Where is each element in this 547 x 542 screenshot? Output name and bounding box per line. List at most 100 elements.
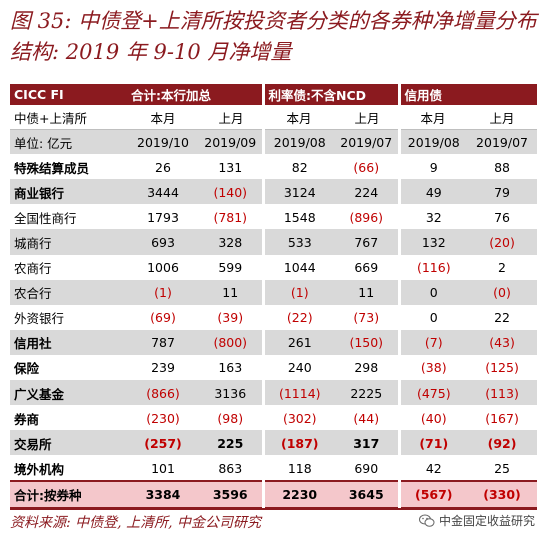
table-cell: (73) bbox=[335, 305, 400, 331]
table-cell: 3384 bbox=[127, 480, 199, 509]
table-cell: 224 bbox=[335, 179, 400, 206]
table-row: 商业银行 3444 (140) 3124 224 49 79 bbox=[10, 179, 538, 206]
table-cell: (0) bbox=[467, 280, 538, 306]
row-label: 券商 bbox=[10, 405, 127, 432]
row-label: 商业银行 bbox=[10, 179, 127, 206]
date-col: 2019/08 bbox=[261, 129, 335, 156]
table-row: 信用社 787 (800) 261 (150) (7) (43) bbox=[10, 330, 538, 356]
table-row: 特殊结算成员 26 131 82 (66) 9 88 bbox=[10, 154, 538, 181]
row-label: 外资银行 bbox=[10, 305, 127, 331]
row-label: 农商行 bbox=[10, 255, 127, 281]
table-cell: (1) bbox=[127, 280, 199, 306]
table-cell: 101 bbox=[127, 455, 199, 482]
table-cell: (781) bbox=[199, 204, 263, 231]
table-cell: 26 bbox=[127, 154, 199, 181]
subheader-col: 本月 bbox=[263, 105, 335, 131]
table-cell: 1548 bbox=[261, 204, 335, 231]
table-cell: (69) bbox=[127, 305, 199, 331]
table-cell: (20) bbox=[467, 229, 538, 256]
table-cell: (1114) bbox=[261, 380, 335, 407]
table-cell: (38) bbox=[397, 355, 468, 382]
table-cell: 9 bbox=[397, 154, 468, 181]
table-cell: (43) bbox=[467, 330, 538, 356]
table-cell: 11 bbox=[335, 280, 400, 306]
table-cell: 79 bbox=[467, 179, 538, 206]
unit-label: 单位: 亿元 bbox=[10, 129, 127, 156]
subheader-col: 上月 bbox=[199, 105, 263, 131]
table-cell: (896) bbox=[335, 204, 400, 231]
table-cell: (140) bbox=[199, 179, 263, 206]
table-cell: 32 bbox=[397, 204, 468, 231]
group-header-total: 合计:本行加总 bbox=[127, 84, 263, 105]
unit-row: 单位: 亿元 2019/10 2019/09 2019/08 2019/07 2… bbox=[10, 129, 538, 156]
table-cell: 239 bbox=[127, 355, 199, 382]
table-cell: 669 bbox=[335, 255, 400, 281]
table-row: 券商 (230) (98) (302) (44) (40) (167) bbox=[10, 405, 538, 432]
table-cell: 240 bbox=[261, 355, 335, 382]
table-cell: 767 bbox=[335, 229, 400, 256]
row-label: 广义基金 bbox=[10, 380, 127, 407]
date-col: 2019/07 bbox=[335, 129, 400, 156]
table-cell: 298 bbox=[335, 355, 400, 382]
date-col: 2019/10 bbox=[127, 129, 199, 156]
table-cell: 49 bbox=[397, 179, 468, 206]
table-cell: 131 bbox=[199, 154, 263, 181]
table-cell: 225 bbox=[199, 430, 263, 457]
table-cell: 42 bbox=[397, 455, 468, 482]
data-table-wrapper: CICC FI 合计:本行加总 利率债:不含NCD 信用债 中债+上清所 本月 … bbox=[10, 84, 538, 509]
table-cell: (1) bbox=[261, 280, 335, 306]
figure-title: 图 35: 中债登+上清所按投资者分类的各券种净增量分布结构: 2019 年 9… bbox=[10, 9, 537, 64]
table-cell: (116) bbox=[397, 255, 468, 281]
table-cell: (800) bbox=[199, 330, 263, 356]
table-cell: 3645 bbox=[335, 480, 400, 509]
table-cell: 863 bbox=[199, 455, 263, 482]
table-row: 农商行 1006 599 1044 669 (116) 2 bbox=[10, 255, 538, 281]
table-cell: (40) bbox=[397, 405, 468, 432]
investor-net-increase-table: CICC FI 合计:本行加总 利率债:不含NCD 信用债 中债+上清所 本月 … bbox=[10, 84, 538, 509]
table-cell: (92) bbox=[467, 430, 538, 457]
table-cell: 25 bbox=[467, 455, 538, 482]
row-label: 信用社 bbox=[10, 330, 127, 356]
row-label: 交易所 bbox=[10, 430, 127, 457]
table-cell: 76 bbox=[467, 204, 538, 231]
table-cell: 599 bbox=[199, 255, 263, 281]
table-cell: (230) bbox=[127, 405, 199, 432]
table-cell: 328 bbox=[199, 229, 263, 256]
brand-label: CICC FI bbox=[10, 84, 127, 105]
table-cell: (330) bbox=[467, 480, 538, 509]
table-cell: 1793 bbox=[127, 204, 199, 231]
table-cell: 3596 bbox=[199, 480, 263, 509]
table-cell: (44) bbox=[335, 405, 400, 432]
table-cell: (257) bbox=[127, 430, 199, 457]
table-cell: 22 bbox=[467, 305, 538, 331]
table-cell: 0 bbox=[397, 280, 468, 306]
table-cell: 690 bbox=[335, 455, 400, 482]
subheader-col: 上月 bbox=[335, 105, 400, 131]
table-row: 城商行 693 328 533 767 132 (20) bbox=[10, 229, 538, 256]
table-cell: 132 bbox=[397, 229, 468, 256]
table-cell: (22) bbox=[261, 305, 335, 331]
table-row: 保险 239 163 240 298 (38) (125) bbox=[10, 355, 538, 382]
table-cell: (71) bbox=[397, 430, 468, 457]
table-cell: 2 bbox=[467, 255, 538, 281]
source-note: 资料来源: 中债登, 上清所, 中金公司研究 bbox=[10, 515, 261, 531]
subheader-row: 中债+上清所 本月 上月 本月 上月 本月 上月 bbox=[10, 105, 538, 131]
table-cell: (125) bbox=[467, 355, 538, 382]
row-label: 农合行 bbox=[10, 280, 127, 306]
table-cell: 82 bbox=[261, 154, 335, 181]
table-cell: 533 bbox=[261, 229, 335, 256]
date-col: 2019/07 bbox=[467, 129, 538, 156]
table-cell: (167) bbox=[467, 405, 538, 432]
table-row: 农合行 (1) 11 (1) 11 0 (0) bbox=[10, 280, 538, 306]
table-cell: (98) bbox=[199, 405, 263, 432]
table-cell: (66) bbox=[335, 154, 400, 181]
table-cell: (113) bbox=[467, 380, 538, 407]
table-row: 合计:按券种 3384 3596 2230 3645 (567) (330) bbox=[10, 480, 538, 509]
subheader-col: 上月 bbox=[467, 105, 538, 131]
table-row: 境外机构 101 863 118 690 42 25 bbox=[10, 455, 538, 482]
bottom-rule bbox=[10, 508, 537, 510]
table-cell: (187) bbox=[261, 430, 335, 457]
table-cell: 3136 bbox=[199, 380, 263, 407]
watermark: 中金固定收益研究 bbox=[418, 512, 535, 529]
watermark-text: 中金固定收益研究 bbox=[438, 514, 535, 528]
